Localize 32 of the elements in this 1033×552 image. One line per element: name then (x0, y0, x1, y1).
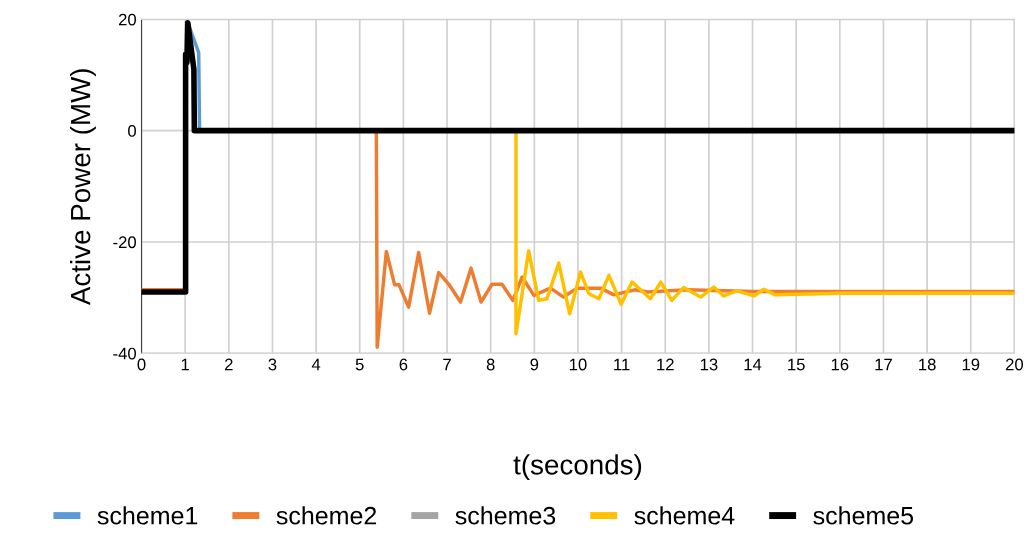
x-tick-label: 13 (700, 358, 718, 371)
x-tick-label: 14 (744, 358, 762, 371)
y-axis-title: Active Power (MW) (70, 69, 96, 306)
legend-label: scheme2 (276, 506, 377, 525)
x-axis-title: t(seconds) (513, 454, 642, 481)
x-tick-label: 8 (486, 358, 495, 371)
legend-label: scheme3 (455, 506, 556, 525)
x-tick-label: 1 (181, 358, 189, 371)
x-tick-label: 2 (225, 358, 233, 371)
x-tick-label: 5 (355, 358, 364, 371)
x-tick-label: 6 (399, 358, 408, 371)
x-tick-label: 10 (569, 358, 587, 371)
y-tick-label: -40 (113, 347, 137, 360)
x-tick-label: 18 (919, 358, 936, 371)
x-tick-label: 20 (1005, 358, 1024, 371)
x-tick-label: 11 (614, 358, 630, 371)
x-tick-label: 9 (530, 358, 539, 371)
y-tick-label: 20 (118, 13, 137, 26)
y-tick-label: 0 (128, 125, 137, 137)
x-tick-label: 7 (443, 358, 451, 371)
x-tick-label: 17 (875, 358, 892, 371)
x-tick-label: 0 (137, 358, 146, 371)
x-tick-label: 15 (788, 358, 805, 371)
x-tick-label: 3 (268, 358, 277, 371)
legend-label: scheme4 (634, 506, 735, 525)
x-tick-label: 12 (657, 358, 674, 371)
x-tick-label: 4 (311, 358, 321, 371)
legend-label: scheme5 (813, 506, 914, 525)
y-tick-label: -20 (113, 236, 137, 249)
x-tick-label: 16 (831, 358, 849, 371)
legend-label: scheme1 (97, 506, 198, 525)
x-tick-label: 19 (962, 358, 980, 371)
